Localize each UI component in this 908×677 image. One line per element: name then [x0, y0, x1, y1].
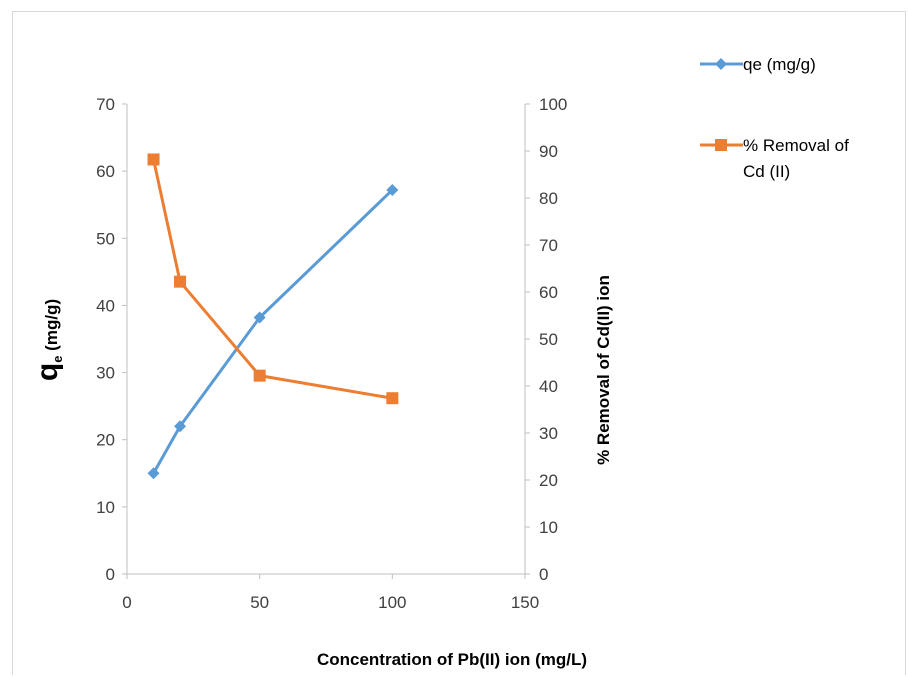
legend-entry: qe (mg/g): [700, 55, 816, 74]
y-tick-label: 50: [96, 229, 115, 248]
y-tick-label: 30: [96, 364, 115, 383]
data-point: [147, 467, 160, 480]
legend-label: Cd (II): [743, 162, 790, 181]
legend: qe (mg/g) % Removal of Cd (II): [700, 55, 849, 181]
data-point: [386, 183, 399, 196]
y2-tick-label: 20: [539, 471, 558, 490]
y-tick-label: 60: [96, 162, 115, 181]
data-point: [715, 139, 727, 151]
data-point: [253, 369, 266, 382]
y-axis-label: qe (mg/g): [31, 299, 65, 381]
axes: [126, 104, 526, 575]
y2-tick-label: 70: [539, 236, 558, 255]
x-tick-label: 50: [250, 593, 269, 612]
series-line: [152, 188, 394, 475]
data-point: [253, 311, 266, 324]
series-layer: [147, 153, 399, 480]
y2-tick-label: 60: [539, 283, 558, 302]
data-point: [147, 153, 160, 166]
x-tick-label: 150: [511, 593, 539, 612]
data-point: [174, 420, 187, 433]
series-line: [152, 159, 393, 400]
y2-tick-label: 30: [539, 424, 558, 443]
data-point: [174, 275, 187, 288]
y2-tick-label: 80: [539, 189, 558, 208]
legend-label: % Removal of: [743, 136, 849, 155]
y2-tick-label: 10: [539, 518, 558, 537]
series-removal: [147, 153, 399, 405]
y2-tick-label: 90: [539, 142, 558, 161]
y2-tick-label: 0: [539, 565, 548, 584]
y-tick-label: 20: [96, 431, 115, 450]
chart-frame: [12, 11, 906, 675]
y2-tick-label: 50: [539, 330, 558, 349]
axis-labels: Concentration of Pb(II) ion (mg/L) qe (m…: [31, 275, 613, 669]
ticks: 0 10 20 30 40 50 60 70 0 10 20 30 40 50 60 70 80 90 100 0 50…: [96, 95, 567, 612]
x-tick-label: 100: [378, 593, 406, 612]
y-tick-label: 0: [106, 565, 115, 584]
y2-axis-label: % Removal of Cd(II) ion: [594, 275, 613, 465]
y2-tick-label: 100: [539, 95, 567, 114]
y-axis-label-main: q: [31, 363, 64, 381]
y2-tick-label: 40: [539, 377, 558, 396]
data-point: [715, 58, 727, 70]
y-axis-label-rest: (mg/g): [42, 299, 61, 356]
y-tick-label: 40: [96, 296, 115, 315]
data-point: [386, 392, 399, 405]
x-axis-label: Concentration of Pb(II) ion (mg/L): [317, 650, 587, 669]
y-axis-label-sub: e: [50, 356, 65, 363]
y-tick-label: 70: [96, 95, 115, 114]
legend-label: qe (mg/g): [743, 55, 816, 74]
x-tick-label: 0: [122, 593, 131, 612]
y-tick-label: 10: [96, 498, 115, 517]
series-qe: [147, 183, 399, 480]
legend-entry: % Removal of Cd (II): [700, 136, 849, 181]
